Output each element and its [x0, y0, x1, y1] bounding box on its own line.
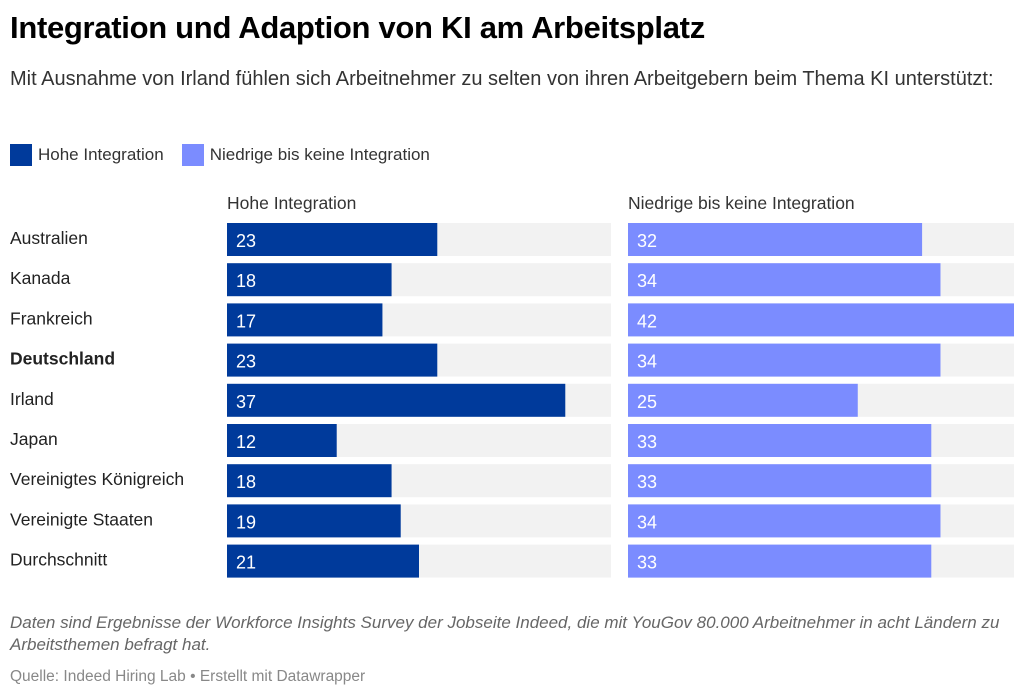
bar	[227, 464, 392, 498]
data-label: 19	[236, 512, 256, 532]
bar	[227, 343, 438, 377]
chart-title: Integration und Adaption von KI am Arbei…	[10, 10, 705, 45]
category-label: Frankreich	[10, 308, 93, 328]
legend: Hohe Integration Niedrige bis keine Inte…	[10, 144, 430, 166]
bar	[227, 544, 419, 578]
legend-item-hohe: Hohe Integration	[10, 144, 164, 166]
category-label: Vereinigtes Königreich	[10, 469, 184, 489]
data-label: 12	[236, 432, 256, 452]
data-label: 33	[637, 432, 657, 452]
bar	[628, 464, 932, 498]
bar	[628, 424, 932, 457]
data-label: 37	[236, 392, 256, 412]
bar	[628, 223, 923, 256]
chart-source: Quelle: Indeed Hiring Lab • Erstellt mit…	[10, 668, 366, 685]
data-label: 18	[236, 472, 256, 492]
data-label: 42	[637, 311, 657, 331]
data-label: 23	[236, 231, 256, 251]
bar	[227, 223, 438, 256]
data-label: 23	[236, 352, 256, 372]
column-header: Niedrige bis keine Integration	[628, 193, 855, 213]
data-label: 34	[637, 512, 657, 532]
data-label: 33	[637, 553, 657, 573]
bar	[227, 504, 401, 538]
category-label: Japan	[10, 429, 58, 449]
data-label: 18	[236, 271, 256, 291]
bar	[628, 343, 941, 377]
chart-subtitle: Mit Ausnahme von Irland fühlen sich Arbe…	[10, 68, 994, 90]
legend-label: Hohe Integration	[38, 145, 164, 164]
data-label: 32	[637, 231, 657, 251]
column-header: Hohe Integration	[227, 193, 356, 213]
bar	[628, 383, 858, 417]
data-label: 21	[236, 553, 256, 573]
bar	[628, 263, 941, 297]
legend-label: Niedrige bis keine Integration	[209, 145, 430, 164]
chart-notes: Daten sind Ergebnisse der Workforce Insi…	[10, 613, 1000, 654]
legend-swatch	[10, 144, 32, 166]
data-label: 25	[637, 392, 657, 412]
data-label: 34	[637, 352, 657, 372]
bar	[227, 303, 383, 337]
category-label: Deutschland	[10, 349, 115, 369]
legend-swatch	[181, 144, 204, 166]
data-label: 33	[637, 472, 657, 492]
bar	[227, 383, 566, 417]
category-label: Irland	[10, 389, 54, 409]
data-label: 34	[637, 271, 657, 291]
data-label: 17	[236, 311, 256, 331]
bar	[227, 424, 337, 457]
category-label: Australien	[10, 228, 88, 248]
category-label: Durchschnitt	[10, 550, 107, 570]
bar	[628, 544, 932, 578]
category-label: Vereinigte Staaten	[10, 509, 153, 529]
legend-item-niedrige: Niedrige bis keine Integration	[181, 144, 430, 166]
bar	[628, 504, 941, 538]
bar	[227, 263, 392, 297]
category-label: Kanada	[10, 268, 71, 288]
bar	[628, 303, 1014, 337]
